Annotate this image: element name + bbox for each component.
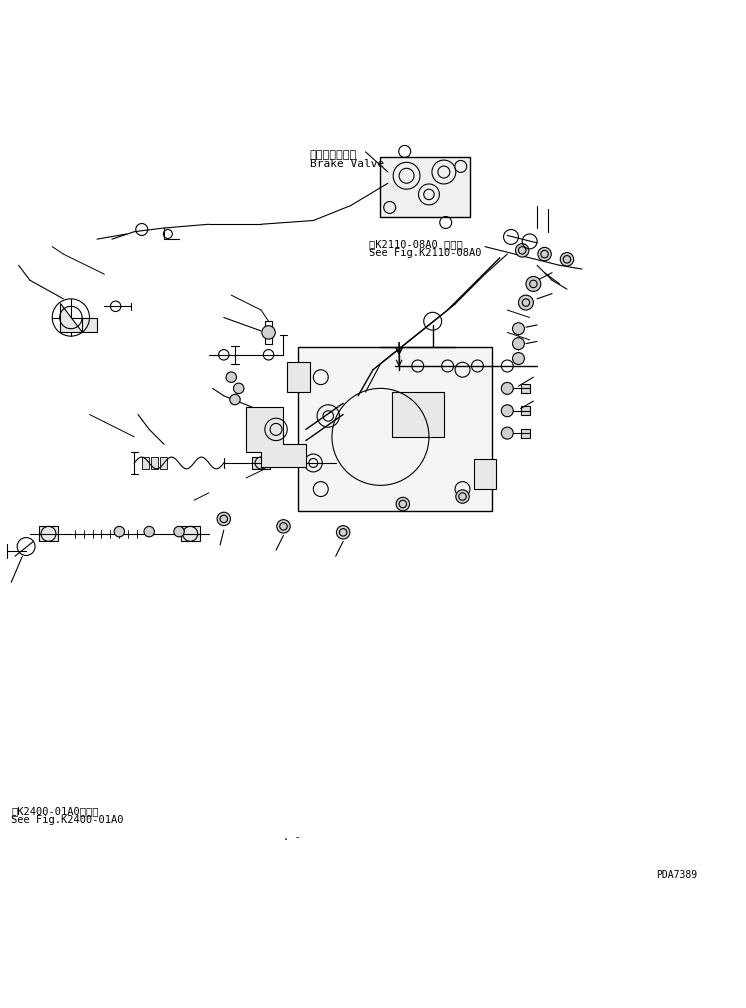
Circle shape bbox=[513, 323, 524, 335]
Text: PDA7389: PDA7389 bbox=[656, 870, 698, 880]
Bar bbox=[287, 362, 310, 392]
Text: See Fig.K2110-08A0: See Fig.K2110-08A0 bbox=[369, 248, 482, 258]
Circle shape bbox=[114, 526, 125, 537]
Bar bbox=[298, 348, 492, 511]
Bar bbox=[151, 457, 158, 469]
Polygon shape bbox=[246, 407, 306, 467]
Circle shape bbox=[538, 247, 551, 261]
Text: Brake Valve: Brake Valve bbox=[310, 158, 384, 168]
Polygon shape bbox=[60, 302, 97, 333]
Circle shape bbox=[501, 405, 513, 416]
Circle shape bbox=[262, 326, 275, 339]
Circle shape bbox=[174, 526, 184, 537]
Bar bbox=[160, 457, 167, 469]
Text: ブレーキバルブ: ブレーキバルブ bbox=[310, 149, 357, 159]
Circle shape bbox=[515, 244, 529, 257]
Bar bbox=[380, 157, 470, 217]
Bar bbox=[181, 526, 200, 541]
Bar bbox=[392, 392, 444, 436]
Circle shape bbox=[217, 512, 231, 525]
Circle shape bbox=[501, 427, 513, 439]
Circle shape bbox=[226, 372, 236, 382]
Circle shape bbox=[396, 497, 410, 511]
Bar bbox=[521, 384, 530, 393]
Bar bbox=[251, 458, 271, 469]
Circle shape bbox=[501, 382, 513, 394]
Bar bbox=[142, 457, 149, 469]
Circle shape bbox=[526, 276, 541, 291]
Circle shape bbox=[277, 520, 290, 533]
Circle shape bbox=[513, 338, 524, 350]
Text: 第K2110-08A0 図参照: 第K2110-08A0 図参照 bbox=[369, 239, 463, 249]
Bar bbox=[521, 406, 530, 415]
Circle shape bbox=[144, 526, 154, 537]
Circle shape bbox=[513, 353, 524, 365]
Circle shape bbox=[336, 525, 350, 539]
Bar bbox=[521, 428, 530, 437]
Text: 第K2400-01A0図参照: 第K2400-01A0図参照 bbox=[11, 806, 98, 816]
Circle shape bbox=[230, 394, 240, 405]
Circle shape bbox=[456, 490, 469, 503]
Text: See Fig.K2400-01A0: See Fig.K2400-01A0 bbox=[11, 815, 124, 826]
Text: . -: . - bbox=[283, 833, 301, 843]
Circle shape bbox=[560, 253, 574, 266]
Circle shape bbox=[518, 295, 533, 310]
Bar bbox=[40, 526, 58, 541]
Circle shape bbox=[233, 383, 244, 393]
Bar bbox=[474, 460, 496, 489]
